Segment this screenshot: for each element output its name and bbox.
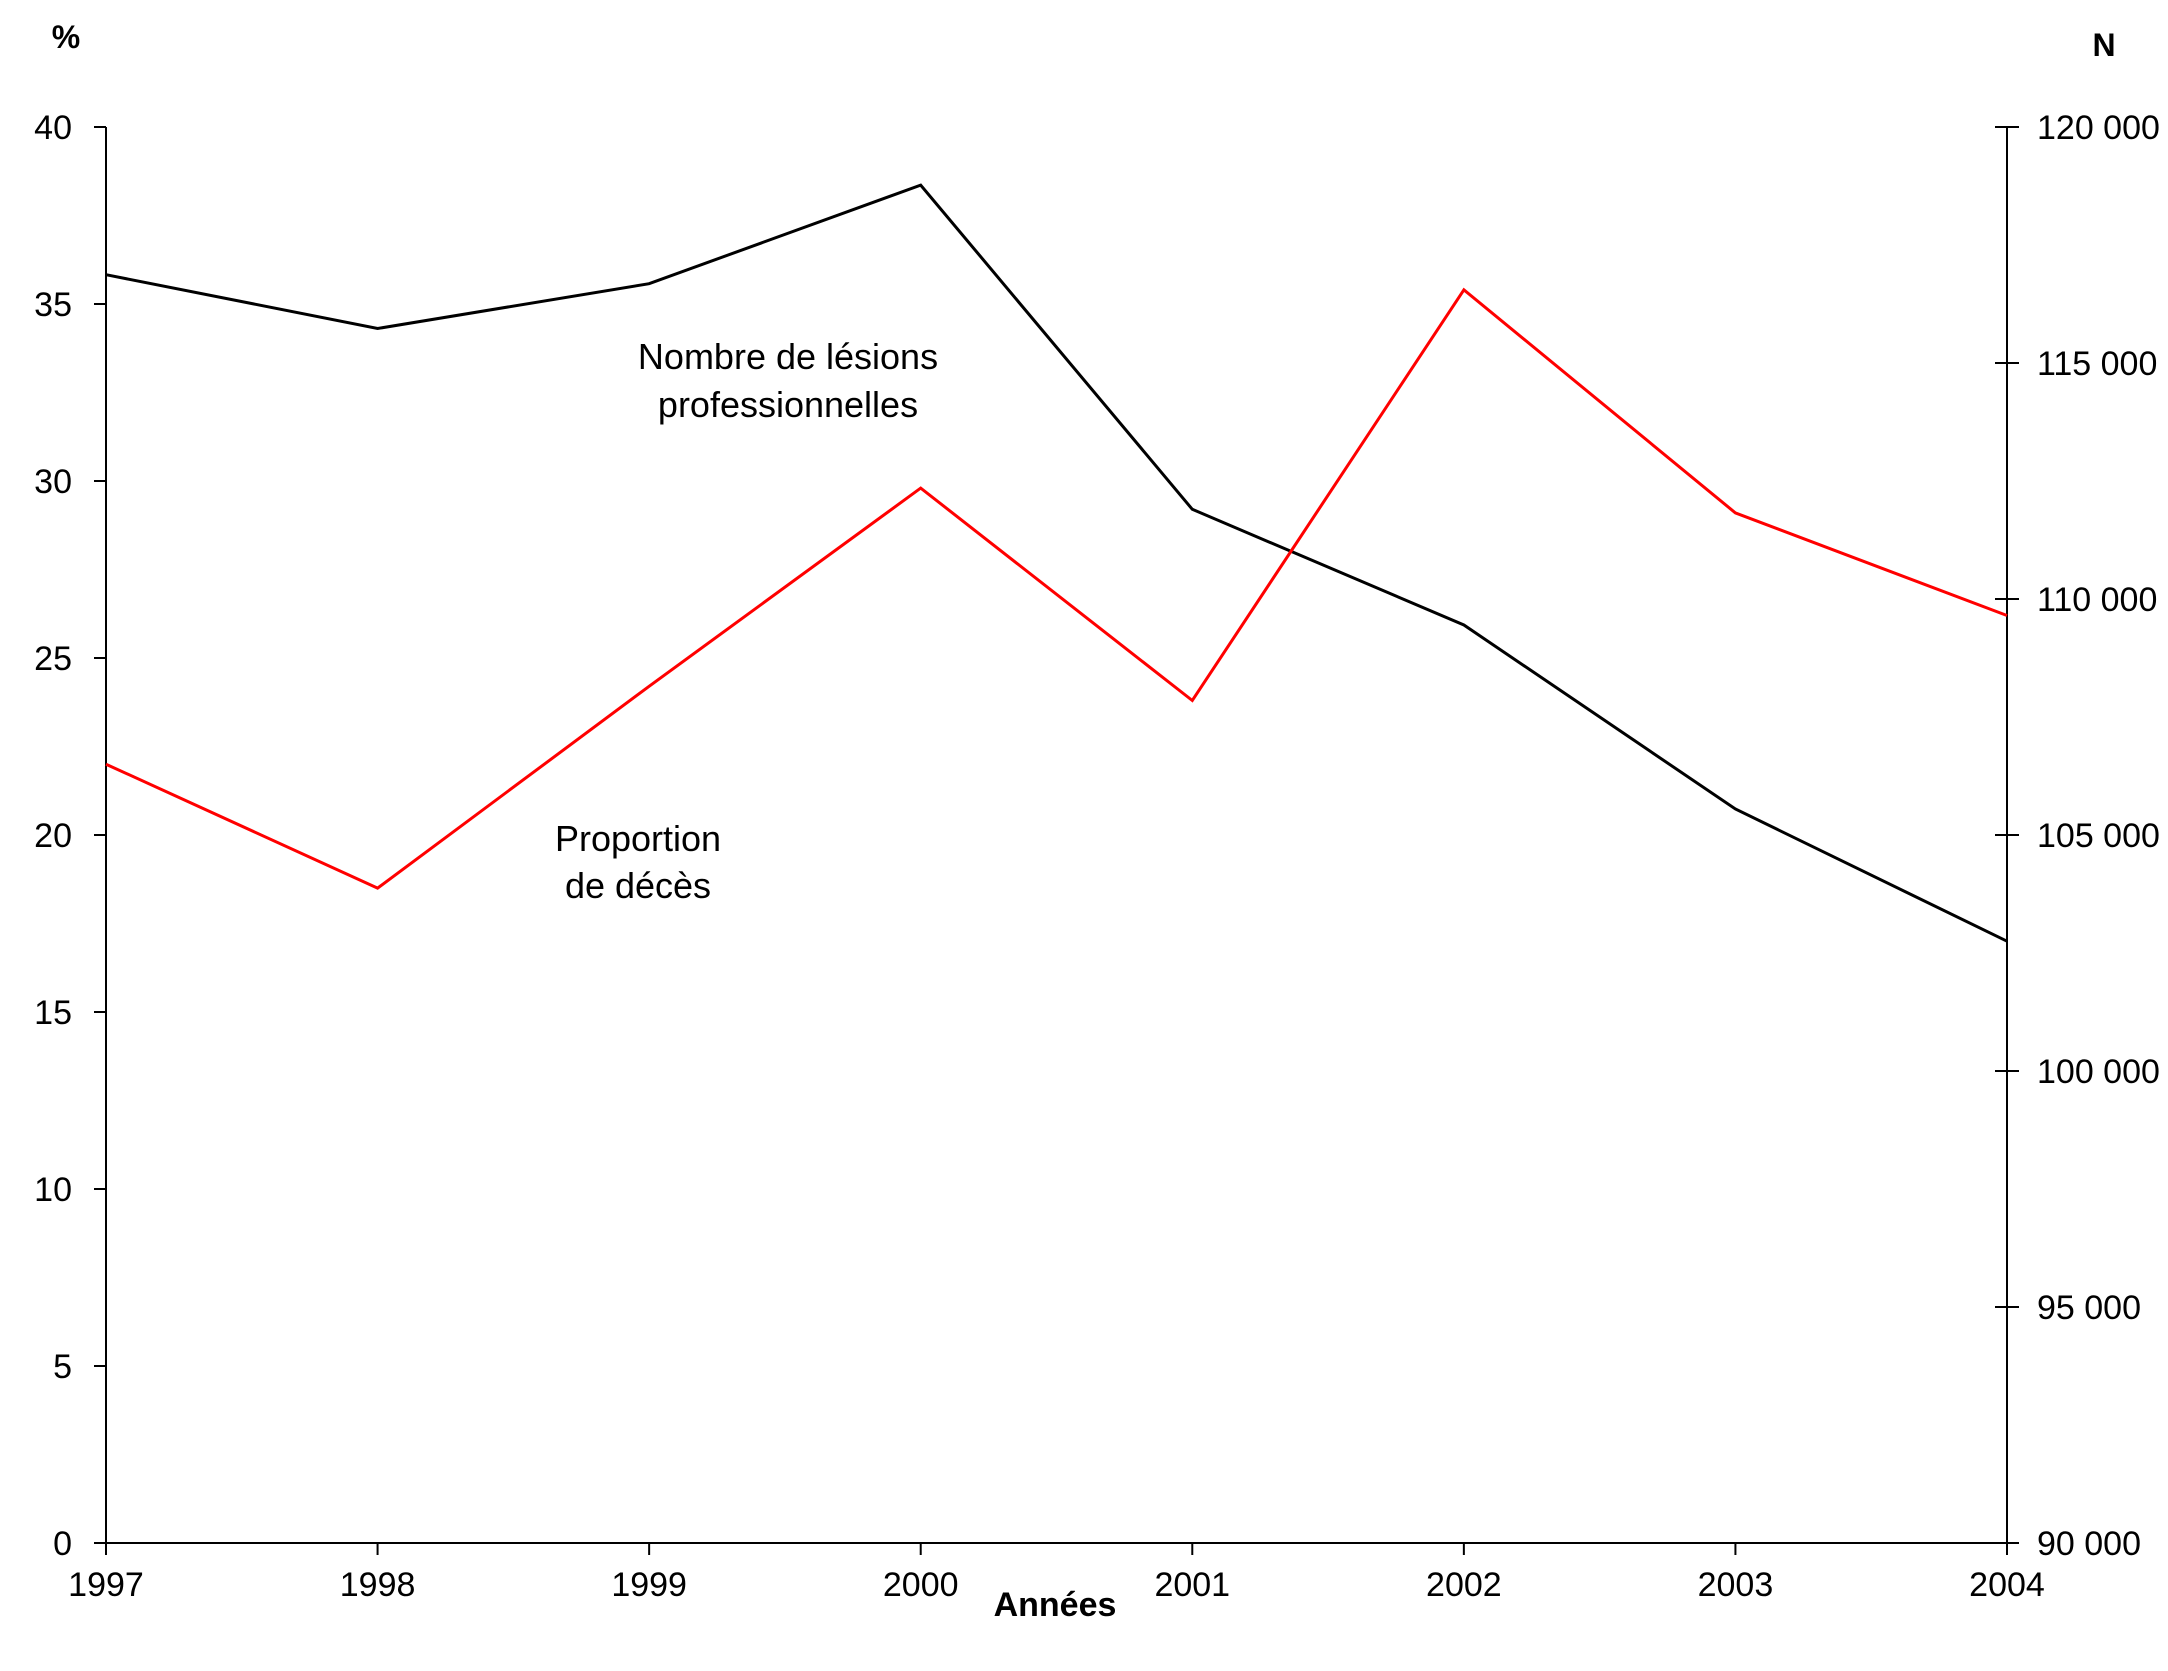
x-tick-label: 1998 bbox=[340, 1566, 416, 1604]
x-axis-title: Années bbox=[994, 1586, 1117, 1624]
right-axis-unit: N bbox=[2092, 27, 2115, 63]
x-axis-ticks: 1997 1998 1999 2000 2001 2002 2003 2004 bbox=[68, 1543, 2045, 1604]
left-tick-label: 30 bbox=[34, 463, 72, 501]
x-tick-label: 2004 bbox=[1969, 1566, 2045, 1604]
left-axis-ticks: 0 5 10 15 20 25 30 35 40 bbox=[34, 109, 106, 1563]
right-tick-label: 110 000 bbox=[2037, 581, 2157, 619]
series-layer bbox=[105, 183, 2008, 943]
left-tick-label: 20 bbox=[34, 817, 72, 855]
left-tick-label: 0 bbox=[53, 1525, 72, 1563]
x-tick-label: 2000 bbox=[883, 1566, 959, 1604]
x-tick-label: 2003 bbox=[1698, 1566, 1774, 1604]
axes bbox=[105, 127, 2008, 1544]
annotation-lesions: Nombre de lésions professionnelles bbox=[638, 336, 938, 425]
annotation-lesions-line-1: Nombre de lésions bbox=[638, 336, 938, 377]
x-tick-label: 2002 bbox=[1426, 1566, 1502, 1604]
left-axis-unit: % bbox=[52, 19, 80, 55]
series-line-lesions bbox=[105, 183, 2008, 943]
left-tick-label: 15 bbox=[34, 994, 72, 1032]
x-tick-label: 1997 bbox=[68, 1566, 144, 1604]
annotation-deaths-line-2: de décès bbox=[565, 865, 711, 906]
annotation-deaths: Proportion de décès bbox=[555, 818, 721, 906]
series-line-deaths bbox=[105, 287, 2008, 890]
left-tick-label: 40 bbox=[34, 109, 72, 147]
annotation-lesions-line-2: professionnelles bbox=[658, 384, 918, 425]
x-tick-label: 2001 bbox=[1154, 1566, 1230, 1604]
right-tick-label: 100 000 bbox=[2037, 1053, 2160, 1091]
right-tick-label: 115 000 bbox=[2037, 345, 2157, 383]
right-tick-label: 120 000 bbox=[2037, 109, 2160, 147]
right-tick-label: 105 000 bbox=[2037, 817, 2160, 855]
left-tick-label: 5 bbox=[53, 1348, 72, 1386]
annotation-deaths-line-1: Proportion bbox=[555, 818, 721, 859]
right-tick-label: 90 000 bbox=[2037, 1525, 2141, 1563]
x-tick-label: 1999 bbox=[611, 1566, 687, 1604]
left-tick-label: 10 bbox=[34, 1171, 72, 1209]
right-axis-ticks: 90 000 95 000 100 000 105 000 110 000 115 000… bbox=[1995, 109, 2160, 1563]
left-tick-label: 35 bbox=[34, 286, 72, 324]
right-tick-label: 95 000 bbox=[2037, 1289, 2141, 1327]
left-tick-label: 25 bbox=[34, 640, 72, 678]
